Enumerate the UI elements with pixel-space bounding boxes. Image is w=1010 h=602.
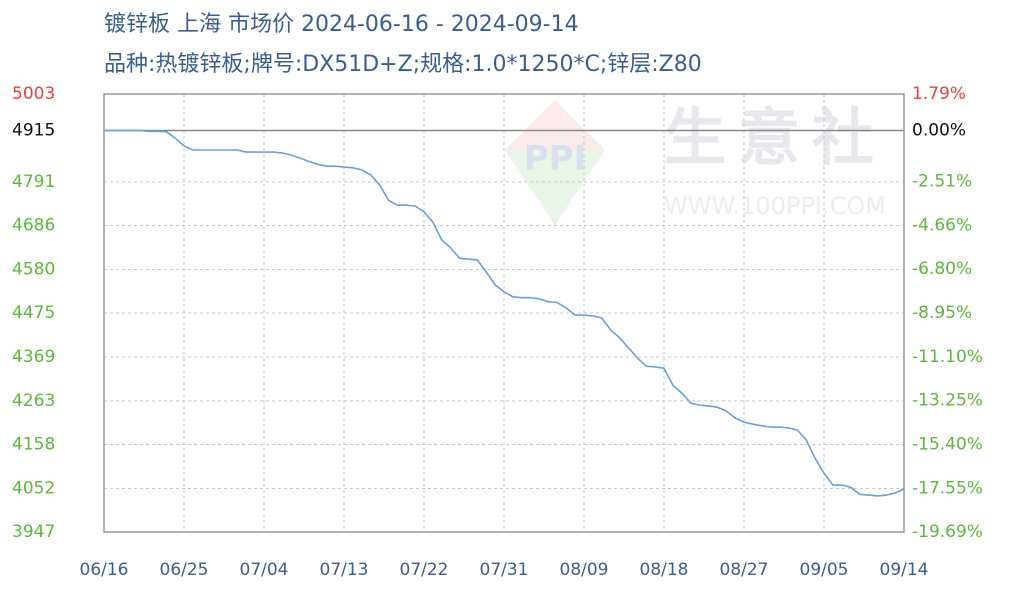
x-tick-label: 06/25 [160, 560, 209, 580]
y-tick-label: 4158 [12, 434, 55, 454]
x-tick-label: 08/09 [560, 560, 609, 580]
y2-tick-label: -6.80% [912, 259, 972, 279]
y-tick-label: 4791 [12, 172, 55, 192]
y2-tick-label: -2.51% [912, 172, 972, 192]
x-tick-label: 09/05 [800, 560, 849, 580]
y2-tick-label: 1.79% [912, 84, 966, 104]
y-tick-label: 4580 [12, 259, 55, 279]
x-tick-label: 07/22 [400, 560, 449, 580]
chart-subtitle: 品种:热镀锌板;牌号:DX51D+Z;规格:1.0*1250*C;锌层:Z80 [104, 52, 702, 77]
x-tick-label: 08/18 [640, 560, 689, 580]
y-tick-label: 4915 [12, 121, 55, 141]
x-tick-label: 07/13 [320, 560, 369, 580]
chart-title: 镀锌板 上海 市场价 2024-06-16 - 2024-09-14 [104, 12, 579, 37]
x-tick-label: 06/16 [80, 560, 129, 580]
watermark-logo [505, 150, 605, 225]
x-tick-label: 08/27 [720, 560, 769, 580]
y-tick-label: 3947 [12, 522, 55, 542]
watermark-logo-text: PPI [524, 139, 587, 179]
plot-frame [103, 93, 905, 533]
watermark-text: 生意社 [664, 101, 886, 174]
y2-tick-label: -19.69% [912, 522, 983, 542]
y2-tick-label: -15.40% [912, 435, 983, 455]
y2-tick-label: -13.25% [912, 391, 983, 411]
y2-tick-label: 0.00% [912, 121, 966, 141]
watermark: PPI 生意社 WWW.100PPI.COM [505, 100, 886, 225]
x-tick-label: 07/04 [240, 560, 289, 580]
y2-tick-label: -4.66% [912, 216, 972, 236]
y-tick-label: 4369 [12, 347, 55, 367]
y-tick-label: 4263 [12, 391, 55, 411]
y-tick-label: 4052 [12, 478, 55, 498]
data-line [104, 129, 905, 497]
y2-tick-label: -17.55% [912, 478, 983, 498]
y-tick-label: 5003 [12, 84, 55, 104]
y-tick-label: 4686 [12, 215, 55, 235]
y2-tick-label: -11.10% [912, 347, 983, 367]
x-tick-label: 09/14 [880, 560, 929, 580]
y-tick-label: 4475 [12, 303, 55, 323]
x-tick-label: 07/31 [480, 560, 529, 580]
y2-tick-label: -8.95% [912, 303, 972, 323]
watermark-url: WWW.100PPI.COM [664, 192, 886, 220]
